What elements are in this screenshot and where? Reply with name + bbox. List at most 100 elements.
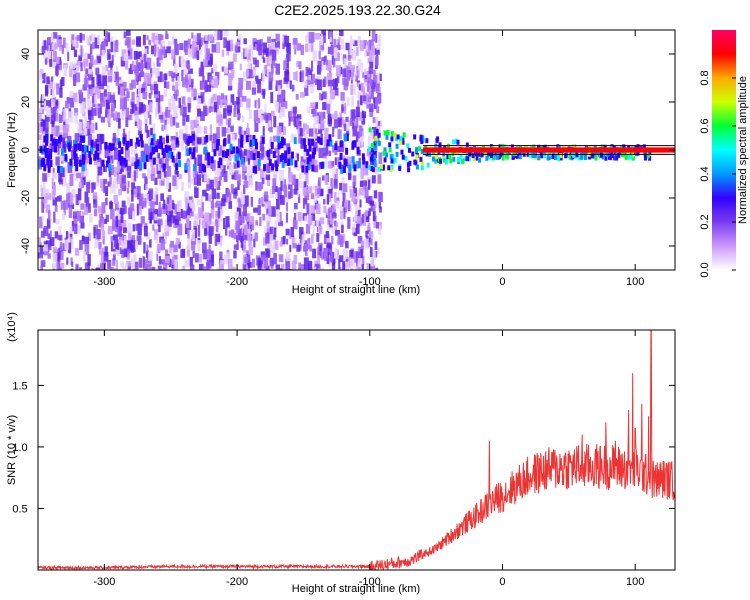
heatmap-cell	[466, 156, 470, 162]
heatmap-cell	[110, 146, 114, 156]
heatmap-cell	[78, 89, 83, 95]
heatmap-cell	[350, 39, 355, 45]
heatmap-cell	[228, 201, 233, 209]
heatmap-cell	[184, 46, 189, 55]
heatmap-cell	[370, 238, 373, 246]
heatmap-cell	[80, 62, 83, 72]
heatmap-cell	[100, 250, 104, 263]
heatmap-cell	[227, 85, 233, 91]
heatmap-cell	[107, 146, 112, 159]
heatmap-cell	[196, 125, 202, 134]
heatmap-cell	[335, 168, 339, 174]
colorbar-tick-label: 0.4	[699, 166, 711, 181]
heatmap-cell	[231, 229, 235, 238]
heatmap-cell	[236, 160, 240, 168]
heatmap-cell	[262, 57, 266, 63]
heatmap-cell	[355, 134, 358, 143]
heatmap-cell	[86, 128, 91, 136]
heatmap-cell	[133, 50, 138, 60]
heatmap-cell	[211, 188, 217, 199]
heatmap-cell	[216, 181, 221, 191]
heatmap-cell	[172, 85, 175, 91]
heatmap-cell	[372, 204, 376, 212]
heatmap-cell	[291, 174, 296, 186]
heatmap-cell	[54, 43, 58, 50]
heatmap-cell	[55, 99, 59, 106]
heatmap-cell	[272, 50, 277, 61]
heatmap-cell	[212, 64, 218, 72]
heatmap-cell	[41, 147, 45, 155]
heatmap-cell	[287, 158, 291, 166]
heatmap-cell	[309, 245, 312, 252]
heatmap-cell	[77, 143, 81, 151]
heatmap-cell	[40, 230, 45, 238]
heatmap-cell	[141, 216, 145, 227]
heatmap-cell	[346, 129, 350, 136]
heatmap-cell	[242, 150, 246, 160]
heatmap-cell	[342, 183, 348, 193]
heatmap-cell	[378, 120, 383, 127]
heatmap-cell	[151, 45, 155, 55]
heatmap-cell	[306, 157, 310, 165]
heatmap-cell	[81, 164, 85, 172]
heatmap-cell	[133, 188, 137, 198]
heatmap-cell	[87, 89, 90, 100]
heatmap-cell	[310, 234, 314, 244]
heatmap-cell	[310, 102, 316, 109]
heatmap-cell	[84, 127, 88, 135]
heatmap-cell	[117, 118, 121, 129]
heatmap-cell	[315, 219, 319, 228]
heatmap-cell	[67, 192, 72, 204]
heatmap-cell	[122, 137, 126, 145]
top-x-axis: -300 -200 -100 0 100	[93, 30, 644, 288]
heatmap-cell	[75, 72, 81, 83]
heatmap-cell	[72, 269, 76, 270]
heatmap-cell	[42, 173, 48, 182]
heatmap-cell	[357, 141, 360, 150]
heatmap-cell	[83, 61, 86, 72]
heatmap-cell	[478, 157, 482, 163]
heatmap-cell	[87, 122, 91, 129]
heatmap-cell	[266, 214, 272, 223]
heatmap-cell	[246, 149, 251, 162]
heatmap-cell	[376, 82, 380, 91]
heatmap-cell	[84, 159, 87, 171]
heatmap-cell	[253, 110, 259, 122]
heatmap-cell	[372, 117, 377, 124]
heatmap-cell	[127, 268, 130, 270]
heatmap-cell	[327, 60, 332, 71]
heatmap-cell	[104, 165, 108, 173]
heatmap-cell	[88, 68, 93, 75]
heatmap-cell	[140, 71, 145, 78]
heatmap-cell	[361, 111, 367, 119]
heatmap-cell	[342, 261, 346, 270]
heatmap-cell	[246, 122, 249, 134]
heatmap-cell	[254, 59, 259, 68]
heatmap-cell	[132, 268, 136, 270]
heatmap-cell	[78, 144, 82, 152]
colorbar-ticks: 0.00.20.40.60.8	[699, 70, 736, 278]
heatmap-cell	[127, 222, 132, 234]
heatmap-cell	[79, 215, 85, 224]
heatmap-cell	[269, 233, 274, 241]
heatmap-cell	[373, 215, 378, 228]
heatmap-cell	[146, 244, 149, 253]
heatmap-cell	[263, 257, 269, 269]
heatmap-cell	[299, 127, 303, 137]
heatmap-cell	[325, 230, 330, 239]
heatmap-cell	[283, 156, 287, 164]
heatmap-cell	[402, 132, 406, 138]
heatmap-cell	[378, 152, 383, 164]
heatmap-cell	[217, 30, 221, 40]
heatmap-cell	[112, 254, 116, 261]
heatmap-cell	[346, 156, 352, 162]
heatmap-cell	[227, 109, 232, 116]
heatmap-cell	[415, 154, 419, 160]
heatmap-cell	[51, 43, 57, 50]
heatmap-cell	[163, 89, 168, 97]
heatmap-cell	[281, 89, 285, 99]
heatmap-cell	[210, 156, 214, 164]
heatmap-cell	[356, 216, 362, 227]
heatmap-cell	[203, 157, 207, 169]
heatmap-cell	[175, 131, 178, 140]
